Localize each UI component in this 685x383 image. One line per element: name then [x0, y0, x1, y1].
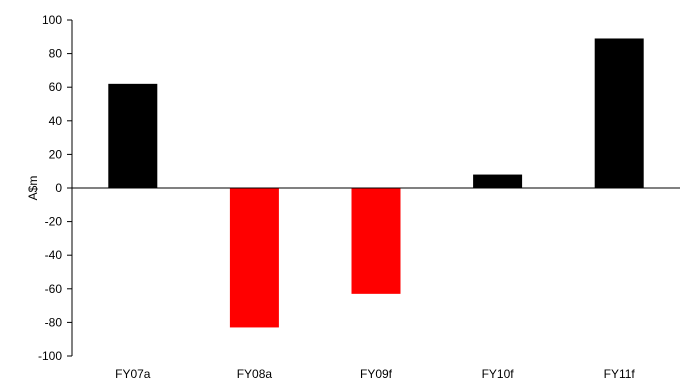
x-tick-label: FY10f	[482, 367, 515, 381]
x-axis-labels: FY07a FY08a FY09f FY10f FY11f	[115, 367, 635, 381]
y-axis-label: A$m	[26, 176, 40, 201]
y-tick-label: 20	[49, 147, 63, 161]
y-tick-label: -40	[45, 248, 63, 262]
x-tick-label: FY09f	[360, 367, 393, 381]
y-tick-label: 60	[49, 80, 63, 94]
y-tick-label: -20	[45, 215, 63, 229]
y-tick-label: -100	[38, 349, 62, 363]
y-tick-label: -60	[45, 282, 63, 296]
y-tick-label: 0	[55, 181, 62, 195]
y-axis: 100 80 60 40 20 0 -20 -40 -60 -80 -100	[38, 13, 72, 363]
y-tick-label: -80	[45, 315, 63, 329]
y-tick-label: 40	[49, 114, 63, 128]
x-tick-label: FY08a	[237, 367, 273, 381]
x-tick-label: FY07a	[115, 367, 151, 381]
y-tick-label: 80	[49, 47, 63, 61]
bar-FY10f	[473, 174, 523, 188]
bar-FY07a	[108, 83, 158, 188]
bar-FY08a	[229, 188, 279, 328]
bars	[108, 38, 644, 328]
bar-FY09f	[351, 188, 401, 294]
x-tick-label: FY11f	[604, 367, 636, 381]
y-tick-label: 100	[42, 13, 62, 27]
bar-FY11f	[594, 38, 644, 189]
